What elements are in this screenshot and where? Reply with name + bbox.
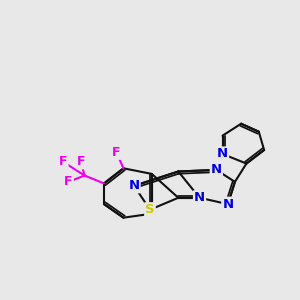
Text: N: N [217,148,228,160]
Text: F: F [64,175,73,188]
Text: N: N [194,191,205,204]
Text: S: S [145,203,155,216]
Text: N: N [222,198,233,211]
Text: N: N [211,164,222,176]
Text: F: F [112,146,121,159]
Text: F: F [59,155,68,168]
Text: N: N [128,179,140,192]
Text: F: F [77,155,85,168]
